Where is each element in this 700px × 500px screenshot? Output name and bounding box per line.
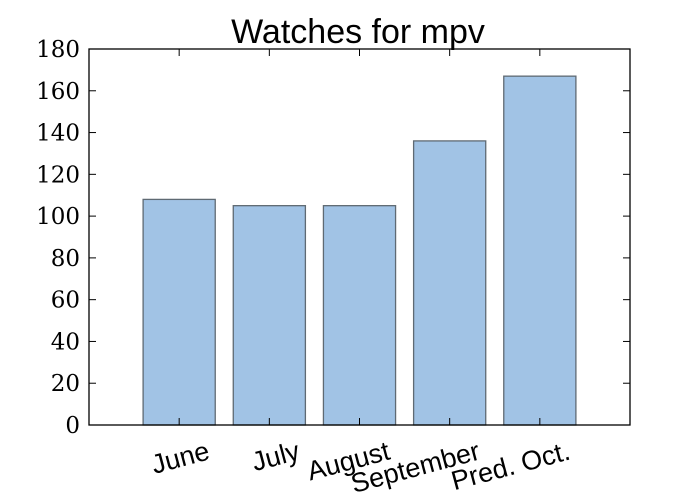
y-tick-label: 80 — [51, 246, 80, 272]
x-tick-label-june: June — [148, 436, 212, 480]
y-tick-label: 40 — [51, 329, 80, 355]
y-axis: 0 20 40 60 80 100 120 140 160 180 — [36, 37, 630, 439]
bar-june — [142, 198, 216, 426]
y-tick-label: 120 — [36, 162, 80, 188]
y-tick-label: 20 — [51, 371, 80, 397]
y-tick-label: 0 — [65, 413, 80, 439]
bars-group — [142, 75, 577, 426]
bar-september — [412, 140, 487, 426]
y-tick-label: 60 — [51, 288, 80, 314]
y-tick-label: 140 — [36, 121, 80, 147]
y-tick-label: 100 — [36, 204, 80, 230]
plot-frame — [88, 48, 631, 426]
y-tick-label: 180 — [36, 37, 80, 63]
bar-august — [322, 205, 397, 426]
y-tick-label: 160 — [36, 79, 80, 105]
bar-july — [232, 205, 307, 426]
chart-title: Watches for mpv — [231, 13, 485, 51]
bar-pred-oct — [503, 75, 577, 426]
x-tick-label-july: July — [249, 436, 304, 478]
